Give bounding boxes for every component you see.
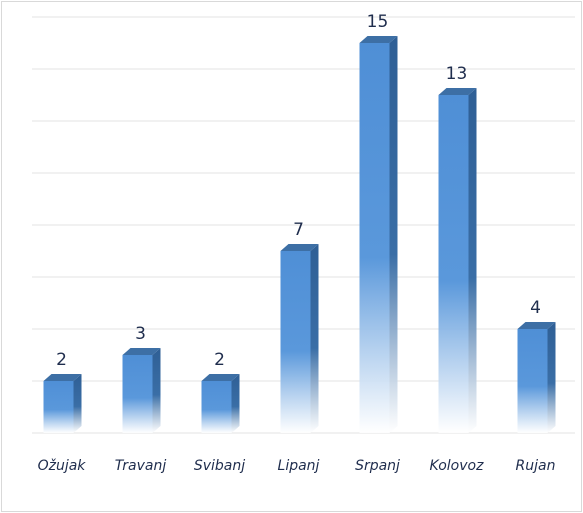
x-tick-label: Kolovoz <box>430 458 485 474</box>
bar <box>201 381 232 433</box>
bar-side <box>310 244 319 433</box>
data-label: 2 <box>214 350 225 370</box>
bar-side <box>152 348 161 433</box>
bar <box>517 329 548 433</box>
data-label: 13 <box>446 64 468 84</box>
x-tick-label: Lipanj <box>278 458 320 474</box>
x-tick-label: Srpanj <box>355 458 400 474</box>
bar-top <box>359 36 398 43</box>
bar <box>359 43 390 433</box>
x-tick-label: Rujan <box>516 458 556 474</box>
x-tick-label: Svibanj <box>194 458 245 474</box>
data-label: 4 <box>530 298 541 318</box>
bar <box>122 355 153 433</box>
data-label: 15 <box>367 12 389 32</box>
bar-side <box>231 374 240 433</box>
data-label: 2 <box>56 350 67 370</box>
x-tick-label: Travanj <box>115 458 167 474</box>
bar-side <box>468 88 477 433</box>
bar-side <box>547 322 556 433</box>
bar-top <box>43 374 82 381</box>
bar-side <box>389 36 398 433</box>
bar <box>280 251 311 433</box>
bar <box>43 381 74 433</box>
bar-top <box>122 348 161 355</box>
bar <box>438 95 469 433</box>
bar-top <box>438 88 477 95</box>
bar-top <box>201 374 240 381</box>
data-label: 7 <box>293 220 304 240</box>
bar-side <box>73 374 82 433</box>
x-tick-label: Ožujak <box>38 458 87 474</box>
bar-top <box>280 244 319 251</box>
bar-top <box>517 322 556 329</box>
data-label: 3 <box>135 324 146 344</box>
